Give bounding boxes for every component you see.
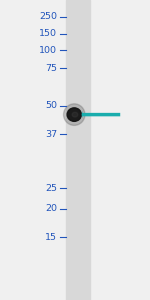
Text: 150: 150 xyxy=(39,29,57,38)
Text: 250: 250 xyxy=(39,12,57,21)
Text: 20: 20 xyxy=(45,204,57,213)
Ellipse shape xyxy=(64,104,85,125)
Ellipse shape xyxy=(67,108,81,121)
Text: 25: 25 xyxy=(45,184,57,193)
Text: 75: 75 xyxy=(45,64,57,73)
Text: 15: 15 xyxy=(45,232,57,242)
Text: 50: 50 xyxy=(45,101,57,110)
Text: 37: 37 xyxy=(45,130,57,139)
Ellipse shape xyxy=(72,112,78,117)
Bar xyxy=(66,0,90,300)
Text: 100: 100 xyxy=(39,46,57,55)
